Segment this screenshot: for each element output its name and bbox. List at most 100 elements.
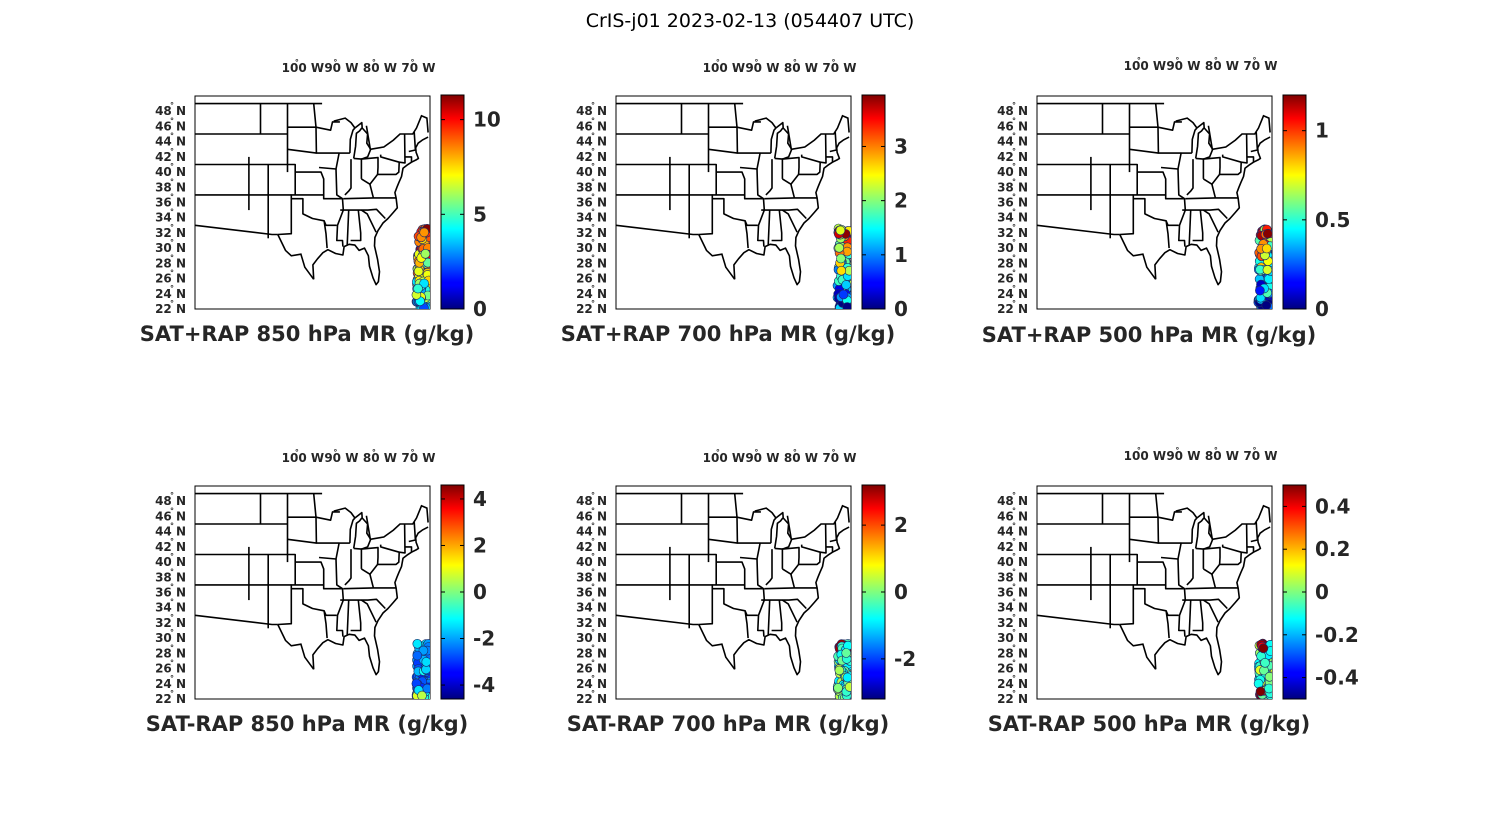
map-frame xyxy=(194,95,431,310)
state-border xyxy=(287,148,317,154)
degree-mark: ° xyxy=(1214,446,1218,455)
swath-point xyxy=(419,227,429,238)
state-border xyxy=(352,127,363,159)
state-border xyxy=(733,103,761,132)
state-border xyxy=(277,587,328,639)
lat-tick-label: 24 N xyxy=(576,677,607,691)
degree-mark: ° xyxy=(591,552,595,561)
degree-mark: ° xyxy=(1012,284,1016,293)
lat-tick-label: 30 N xyxy=(997,631,1028,645)
lat-tick-label: 42 N xyxy=(576,150,607,164)
degree-mark: ° xyxy=(372,448,376,457)
state-border xyxy=(350,600,362,632)
degree-mark: ° xyxy=(170,522,174,531)
colorbar-tick-label: 10 xyxy=(473,108,501,132)
degree-mark: ° xyxy=(170,147,174,156)
lon-tick-label: 70 W xyxy=(1243,59,1277,73)
lat-tick-label: 32 N xyxy=(155,226,186,240)
state-border xyxy=(756,168,766,247)
state-border xyxy=(1241,133,1248,164)
swath-point xyxy=(412,650,423,661)
colorbar-tick-label: 3 xyxy=(894,134,908,158)
state-border xyxy=(1037,224,1120,236)
degree-mark: ° xyxy=(170,628,174,637)
lat-tick-label: 34 N xyxy=(155,211,186,225)
state-border xyxy=(1137,171,1167,195)
state-border xyxy=(399,133,406,164)
map-panel: 100 W° 90 W° 80 W° 70 W°48 N°46 N°44 N°42 N… xyxy=(561,58,908,346)
state-border xyxy=(1037,614,1120,626)
swath-points xyxy=(411,639,430,699)
lat-tick-label: 38 N xyxy=(576,180,607,194)
lat-tick-label: 44 N xyxy=(576,135,607,149)
panel-title: SAT+RAP 850 hPa MR (g/kg) xyxy=(140,322,474,346)
lat-tick-label: 40 N xyxy=(155,555,186,569)
swath-point xyxy=(1262,243,1272,254)
state-border xyxy=(287,553,296,585)
degree-mark: ° xyxy=(1012,613,1016,622)
swath-point xyxy=(844,682,851,692)
state-border xyxy=(708,148,738,154)
coastline xyxy=(312,526,429,676)
swath-point xyxy=(833,683,843,693)
degree-mark: ° xyxy=(591,583,595,592)
degree-mark: ° xyxy=(591,116,595,125)
lat-tick-label: 44 N xyxy=(155,135,186,149)
lat-tick-label: 46 N xyxy=(155,119,186,133)
state-border xyxy=(736,127,761,170)
lat-tick-label: 42 N xyxy=(576,540,607,554)
degree-mark: ° xyxy=(1012,522,1016,531)
state-border xyxy=(405,156,413,163)
state-border xyxy=(1194,127,1205,159)
colorbar-tick-label: 0 xyxy=(1315,580,1329,604)
lat-tick-label: 36 N xyxy=(997,586,1028,600)
map-area xyxy=(615,485,852,700)
degree-mark: ° xyxy=(170,223,174,232)
state-border xyxy=(708,553,717,585)
degree-mark: ° xyxy=(591,132,595,141)
degree-mark: ° xyxy=(591,628,595,637)
degree-mark: ° xyxy=(1012,177,1016,186)
swath-point xyxy=(412,639,423,649)
coastline xyxy=(1154,136,1271,286)
degree-mark: ° xyxy=(1012,116,1016,125)
lat-tick-label: 40 N xyxy=(997,555,1028,569)
swath-point xyxy=(413,266,424,277)
lat-tick-label: 24 N xyxy=(155,287,186,301)
swath-point xyxy=(842,672,851,683)
lat-tick-label: 24 N xyxy=(576,287,607,301)
lat-tick-label: 26 N xyxy=(576,662,607,676)
lat-tick-label: 40 N xyxy=(997,165,1028,179)
state-border xyxy=(346,210,350,246)
state-borders xyxy=(195,492,429,676)
swath-point xyxy=(1262,265,1272,275)
lat-tick-label: 34 N xyxy=(155,601,186,615)
swath-point xyxy=(835,225,846,236)
state-border xyxy=(774,547,783,550)
state-border xyxy=(1220,154,1242,176)
lat-tick-label: 48 N xyxy=(155,104,186,118)
colorbar-tick-label: -2 xyxy=(473,627,495,651)
state-border xyxy=(764,587,817,590)
state-border xyxy=(1196,121,1214,160)
state-border xyxy=(790,184,796,199)
degree-mark: ° xyxy=(591,269,595,278)
degree-mark: ° xyxy=(716,448,720,457)
degree-mark: ° xyxy=(1252,446,1256,455)
colorbar-tick-label: 2 xyxy=(894,189,908,213)
degree-mark: ° xyxy=(1137,56,1141,65)
state-border xyxy=(1241,523,1248,554)
degree-mark: ° xyxy=(591,522,595,531)
lon-tick-label: 90 W xyxy=(745,451,779,465)
state-border xyxy=(820,523,827,554)
degree-mark: ° xyxy=(170,659,174,668)
lat-tick-label: 26 N xyxy=(576,272,607,286)
degree-mark: ° xyxy=(1137,446,1141,455)
degree-mark: ° xyxy=(170,299,174,308)
degree-mark: ° xyxy=(1012,162,1016,171)
map-frame xyxy=(615,485,852,700)
state-border xyxy=(1191,127,1198,154)
state-border xyxy=(773,517,784,549)
lat-tick-label: 46 N xyxy=(155,509,186,523)
state-border xyxy=(826,156,834,163)
